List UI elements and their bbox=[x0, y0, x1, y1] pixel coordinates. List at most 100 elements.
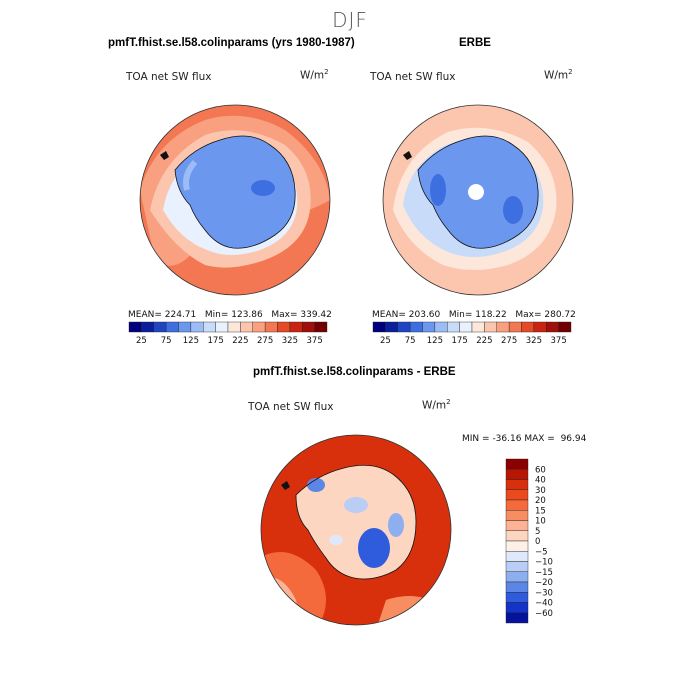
panel-1-coastline bbox=[174, 135, 296, 249]
colorbar-swatch bbox=[505, 571, 529, 583]
colorbar-tick-label: −10 bbox=[535, 558, 553, 568]
colorbar-tick-label: 10 bbox=[535, 517, 546, 527]
colorbar-swatch bbox=[505, 581, 529, 593]
panel-2-map bbox=[382, 104, 574, 296]
colorbar-tick-label: 125 bbox=[427, 336, 443, 345]
colorbar-swatch bbox=[264, 321, 278, 333]
colorbar-tick-label: 25 bbox=[380, 336, 391, 345]
colorbar-tick-label: 125 bbox=[183, 336, 199, 345]
panel-2-polar-hole bbox=[468, 184, 484, 200]
colorbar-tick-label: 0 bbox=[535, 537, 540, 547]
panel-3-map-border bbox=[260, 434, 452, 626]
panel-1-field-label: TOA net SW flux bbox=[126, 71, 212, 83]
panel-1-map bbox=[139, 104, 331, 296]
colorbar-tick-label: −40 bbox=[535, 599, 553, 609]
colorbar-swatch bbox=[505, 592, 529, 603]
panel-3-coastline bbox=[295, 464, 417, 580]
colorbar-tick-label: −5 bbox=[535, 547, 548, 557]
panel-2-field-label: TOA net SW flux bbox=[370, 71, 456, 83]
colorbar-tick-label: 225 bbox=[476, 336, 492, 345]
colorbar-tick-label: 75 bbox=[405, 336, 416, 345]
colorbar-tick-label: 275 bbox=[257, 336, 273, 345]
colorbar-swatch bbox=[505, 551, 529, 562]
colorbar-tick-label: 375 bbox=[551, 336, 567, 345]
colorbar-swatch bbox=[447, 321, 460, 333]
colorbar-swatch bbox=[128, 321, 142, 333]
colorbar-swatch bbox=[178, 321, 192, 333]
panel-2-map-border bbox=[382, 104, 574, 296]
colorbar-tick-label: 225 bbox=[232, 336, 248, 345]
colorbar-tick-label: 275 bbox=[501, 336, 517, 345]
figure-title: DJF bbox=[332, 8, 368, 32]
colorbar-swatch bbox=[314, 321, 328, 333]
colorbar-tick-label: 30 bbox=[535, 486, 546, 496]
panel-3-units: W/m2 bbox=[422, 398, 451, 412]
colorbar-swatch bbox=[505, 602, 529, 613]
colorbar-swatch bbox=[546, 321, 559, 333]
panel-1-units: W/m2 bbox=[300, 68, 329, 82]
colorbar-tick-label: −20 bbox=[535, 578, 553, 588]
colorbar-tick-label: 40 bbox=[535, 476, 546, 486]
colorbar-swatch bbox=[505, 540, 529, 552]
colorbar-swatch bbox=[496, 321, 510, 333]
panel-3-map bbox=[260, 434, 452, 626]
colorbar-swatch bbox=[505, 499, 529, 511]
colorbar-swatch bbox=[508, 321, 522, 333]
colorbar-swatch bbox=[505, 510, 529, 521]
colorbar-tick-label: 375 bbox=[307, 336, 323, 345]
colorbar-swatch bbox=[505, 520, 529, 531]
colorbar-swatch bbox=[240, 321, 253, 333]
panel-1-continent-fill bbox=[175, 136, 296, 249]
colorbar-tick-label: −60 bbox=[535, 609, 553, 619]
colorbar-swatch bbox=[459, 321, 473, 333]
colorbar-swatch bbox=[409, 321, 423, 333]
panel-3-stats: MIN = -36.16 MAX = 96.94 bbox=[462, 434, 587, 444]
colorbar-tick-label: −15 bbox=[535, 568, 553, 578]
colorbar-swatch bbox=[153, 321, 167, 333]
colorbar-swatch bbox=[505, 489, 529, 501]
colorbar-swatch bbox=[521, 321, 535, 333]
colorbar-swatch bbox=[190, 321, 204, 333]
colorbar-swatch bbox=[505, 469, 529, 480]
colorbar-swatch bbox=[505, 561, 529, 572]
colorbar-tick-label: 325 bbox=[282, 336, 298, 345]
panel-3-field-label: TOA net SW flux bbox=[248, 401, 334, 413]
panel-2-coastline bbox=[417, 135, 539, 249]
colorbar-tick-label: 325 bbox=[526, 336, 542, 345]
panel-1-title: pmfT.fhist.se.l58.colinparams (yrs 1980-… bbox=[108, 37, 355, 49]
colorbar-tick-label: 20 bbox=[535, 496, 546, 506]
colorbar-swatch bbox=[471, 321, 485, 333]
panel-2-units: W/m2 bbox=[544, 68, 573, 82]
colorbar-tick-label: 5 bbox=[535, 527, 540, 537]
colorbar-swatch bbox=[397, 321, 411, 333]
colorbar-swatch bbox=[302, 321, 315, 333]
colorbar-swatch bbox=[372, 321, 386, 333]
colorbar-tick-label: 75 bbox=[161, 336, 172, 345]
colorbar-swatch bbox=[289, 321, 303, 333]
panel-2-stats: MEAN= 203.60 Min= 118.22 Max= 280.72 bbox=[372, 310, 576, 320]
colorbar-tick-label: −30 bbox=[535, 588, 553, 598]
colorbar-swatch bbox=[141, 321, 154, 333]
colorbar-swatch bbox=[434, 321, 448, 333]
colorbar-swatch bbox=[165, 321, 179, 333]
colorbar-swatch bbox=[484, 321, 497, 333]
colorbar-swatch bbox=[533, 321, 547, 333]
colorbar-swatch bbox=[505, 612, 529, 624]
colorbar-tick-label: 60 bbox=[535, 465, 546, 475]
panel-1-stats: MEAN= 224.71 Min= 123.86 Max= 339.42 bbox=[128, 310, 332, 320]
colorbar-tick-label: 175 bbox=[208, 336, 224, 345]
panel-2-colorbar: 25 75 125 175 225 275 325 375 bbox=[372, 321, 572, 345]
colorbar-swatch bbox=[385, 321, 398, 333]
colorbar-swatch bbox=[505, 479, 529, 490]
colorbar-swatch bbox=[215, 321, 229, 333]
colorbar-swatch bbox=[505, 458, 529, 470]
colorbar-swatch bbox=[505, 530, 529, 542]
panel-1-map-border bbox=[139, 104, 331, 296]
colorbar-swatch bbox=[203, 321, 216, 333]
colorbar-tick-label: 15 bbox=[535, 506, 546, 516]
colorbar-swatch bbox=[422, 321, 436, 333]
panel-3-title: pmfT.fhist.se.l58.colinparams - ERBE bbox=[253, 366, 456, 378]
panel-1-colorbar: 25 75 125 175 225 275 325 375 bbox=[128, 321, 328, 345]
colorbar-swatch bbox=[227, 321, 241, 333]
